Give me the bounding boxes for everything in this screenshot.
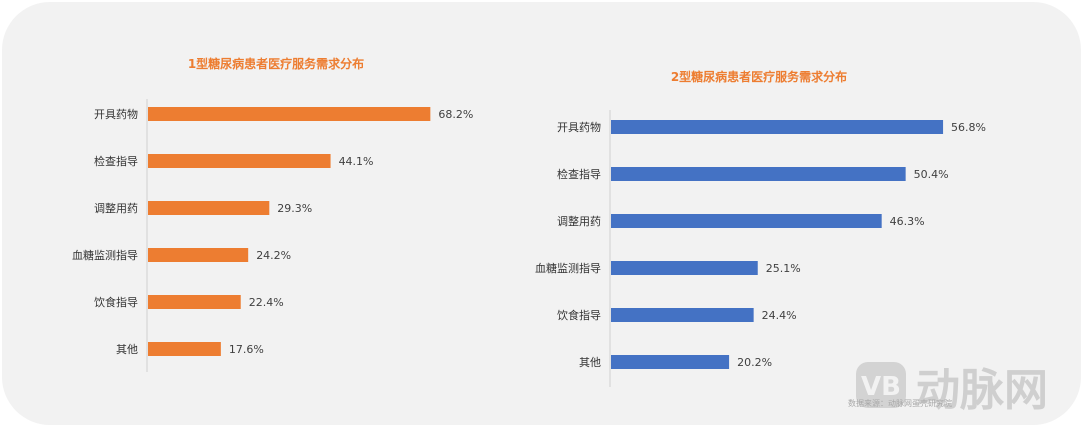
bars-group: 开具药物 68.2% 检查指导 44.1% 调整用药 29.3% 血糖监测指导 24.2% 饮食… <box>72 107 473 356</box>
watermark-brand-text: 动脉网 <box>916 365 1048 416</box>
category-label: 饮食指导 <box>94 295 138 309</box>
chart-type1: 1型糖尿病患者医疗服务需求分布 开具药物 68.2% 检查指导 44.1% 调整用药 29… <box>72 56 473 372</box>
category-label: 调整用药 <box>94 201 138 215</box>
watermark: VB 动脉网 <box>856 362 1048 416</box>
value-label: 68.2% <box>438 108 473 121</box>
bars-group: 开具药物 56.8% 检查指导 50.4% 调整用药 46.3% 血糖监测指导 25.1% 饮食… <box>535 120 986 369</box>
value-label: 29.3% <box>277 202 312 215</box>
category-label: 检查指导 <box>557 167 601 181</box>
category-label: 饮食指导 <box>557 308 601 322</box>
vb-logo-icon <box>856 362 906 408</box>
value-label: 20.2% <box>737 356 772 369</box>
category-label: 调整用药 <box>557 214 601 228</box>
bar <box>148 248 249 262</box>
chart-title: 2型糖尿病患者医疗服务需求分布 <box>671 69 847 84</box>
source-note: 数据来源：动脉网蛋壳研究院 <box>848 398 952 408</box>
category-label: 检查指导 <box>94 154 138 168</box>
value-label: 50.4% <box>914 168 949 181</box>
value-label: 25.1% <box>766 262 801 275</box>
category-label: 血糖监测指导 <box>535 261 601 275</box>
bar <box>611 167 906 181</box>
value-label: 44.1% <box>339 155 374 168</box>
category-label: 开具药物 <box>557 120 601 134</box>
bar <box>611 355 730 369</box>
value-label: 24.4% <box>762 309 797 322</box>
bar <box>611 214 882 228</box>
bar <box>611 120 944 134</box>
chart-title: 1型糖尿病患者医疗服务需求分布 <box>188 56 364 71</box>
vb-logo-text: VB <box>861 372 901 402</box>
category-label: 开具药物 <box>94 107 138 121</box>
category-label: 其他 <box>579 356 601 369</box>
bar <box>148 342 221 356</box>
category-label: 血糖监测指导 <box>72 248 138 262</box>
value-label: 24.2% <box>256 249 291 262</box>
bar <box>611 308 754 322</box>
bar <box>148 201 270 215</box>
category-label: 其他 <box>116 343 138 356</box>
bar <box>148 107 431 121</box>
bar <box>148 295 241 309</box>
value-label: 17.6% <box>229 343 264 356</box>
value-label: 56.8% <box>951 121 986 134</box>
value-label: 46.3% <box>890 215 925 228</box>
value-label: 22.4% <box>249 296 284 309</box>
bar <box>148 154 331 168</box>
bar <box>611 261 758 275</box>
